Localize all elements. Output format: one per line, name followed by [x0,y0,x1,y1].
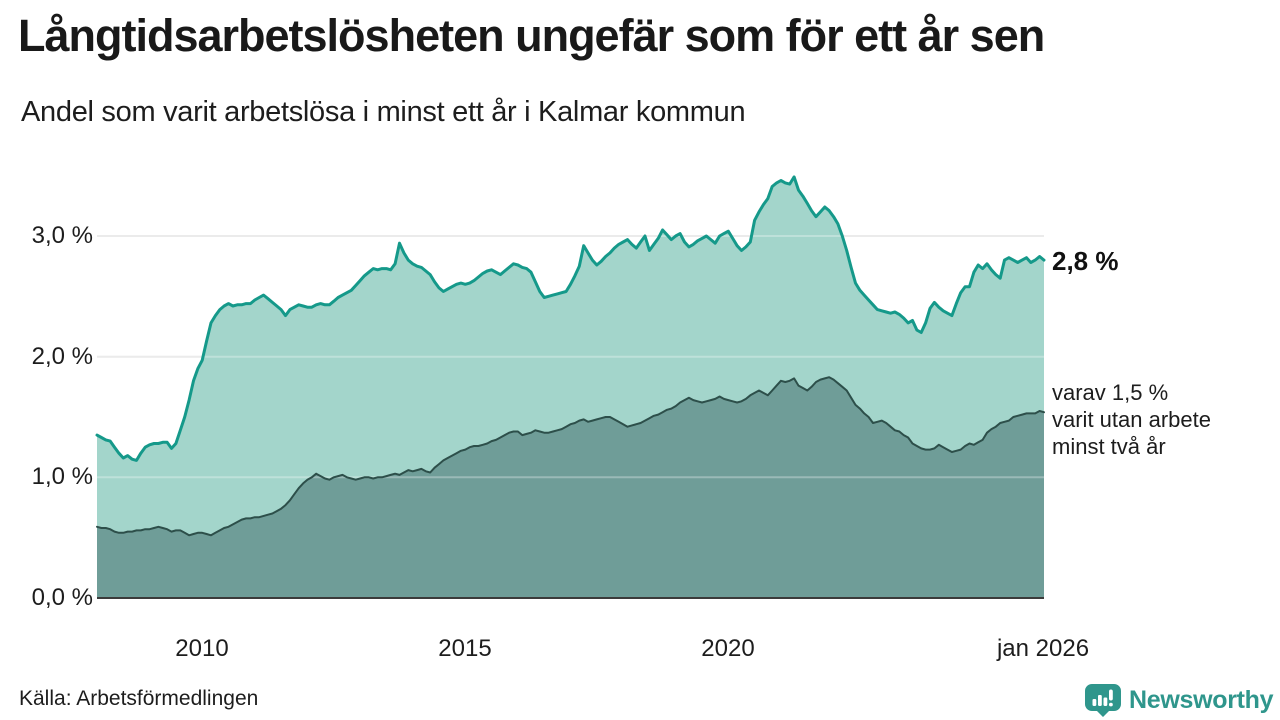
newsworthy-logo-icon [1085,684,1121,717]
x-axis-label-2020: 2020 [701,635,755,662]
x-axis-label-2010: 2010 [175,635,229,662]
newsworthy-logo-text: Newsworthy [1129,685,1274,714]
y-axis-label-2: 2,0 % [31,343,93,370]
source-note: Källa: Arbetsförmedlingen [19,687,259,710]
x-axis-label-2015: 2015 [438,635,492,662]
chart-subtitle: Andel som varit arbetslösa i minst ett å… [21,96,746,128]
latest-value-label: 2,8 % [1052,246,1119,276]
annotation-line-2: varit utan arbete [1052,407,1211,432]
y-axis-label-1: 1,0 % [31,463,93,490]
y-axis-label-3: 3,0 % [31,222,93,249]
y-axis-label-0: 0,0 % [31,584,93,611]
series-two-annotation: varav 1,5 % varit utan arbete minst två … [1052,379,1211,460]
page-title: Långtidsarbetslösheten ungefär som för e… [18,10,1045,61]
annotation-line-1: varav 1,5 % [1052,380,1169,405]
x-axis-label-jan-2026: jan 2026 [996,635,1090,662]
annotation-line-3: minst två år [1052,434,1166,459]
newsworthy-logo[interactable]: Newsworthy [1084,683,1274,717]
